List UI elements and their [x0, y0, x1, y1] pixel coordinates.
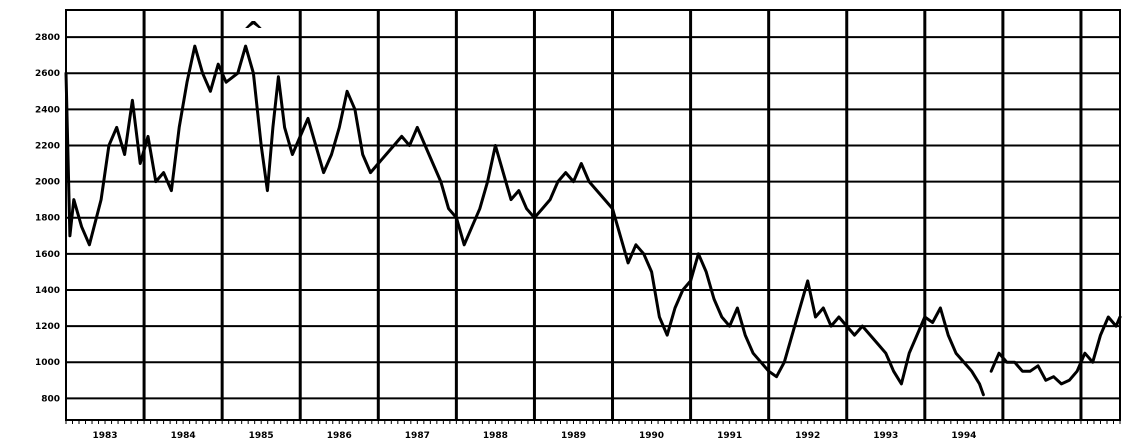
y-tick-labels: 800 1000 1200 1400 1600 1800 2000 2200 2400 2600 2… — [35, 33, 60, 404]
y-tick-label: 2200 — [35, 141, 60, 151]
x-tick-label: 1990 — [639, 431, 664, 441]
y-tick-label: 1000 — [35, 358, 60, 368]
x-minor-ticks — [65, 420, 1121, 424]
series-group — [64, 44, 1122, 397]
y-tick-label: 2800 — [35, 33, 60, 43]
x-tick-label: 1988 — [483, 431, 508, 441]
x-tick-label: 1992 — [795, 431, 820, 441]
x-tick-label: 1986 — [327, 431, 352, 441]
series-line — [989, 315, 1122, 386]
x-tick-label: 1993 — [873, 431, 898, 441]
y-tick-label: 1600 — [35, 250, 60, 260]
x-tick-label: 1991 — [717, 431, 742, 441]
x-tick-label: 1985 — [249, 431, 274, 441]
y-tick-label: 1800 — [35, 214, 60, 224]
y-tick-label: 800 — [41, 394, 60, 404]
x-tick-label: 1989 — [561, 431, 586, 441]
x-tick-labels: 1983 1984 1985 1986 1987 1988 1989 1990 1991 1992… — [93, 431, 977, 441]
x-tick-label: 1983 — [93, 431, 118, 441]
annotations: ^ — [242, 17, 264, 47]
peak-annotation: ^ — [242, 17, 264, 47]
y-tick-label: 2000 — [35, 178, 60, 188]
x-tick-label: 1994 — [951, 431, 976, 441]
series-line — [64, 44, 985, 397]
y-tick-label: 2400 — [35, 105, 60, 115]
y-tick-label: 2600 — [35, 69, 60, 79]
vertical-gridlines — [142, 10, 1083, 420]
x-tick-label: 1987 — [405, 431, 430, 441]
horizontal-gridlines — [66, 36, 1120, 400]
y-tick-label: 1400 — [35, 286, 60, 296]
y-tick-label: 1200 — [35, 322, 60, 332]
x-tick-label: 1984 — [171, 431, 196, 441]
